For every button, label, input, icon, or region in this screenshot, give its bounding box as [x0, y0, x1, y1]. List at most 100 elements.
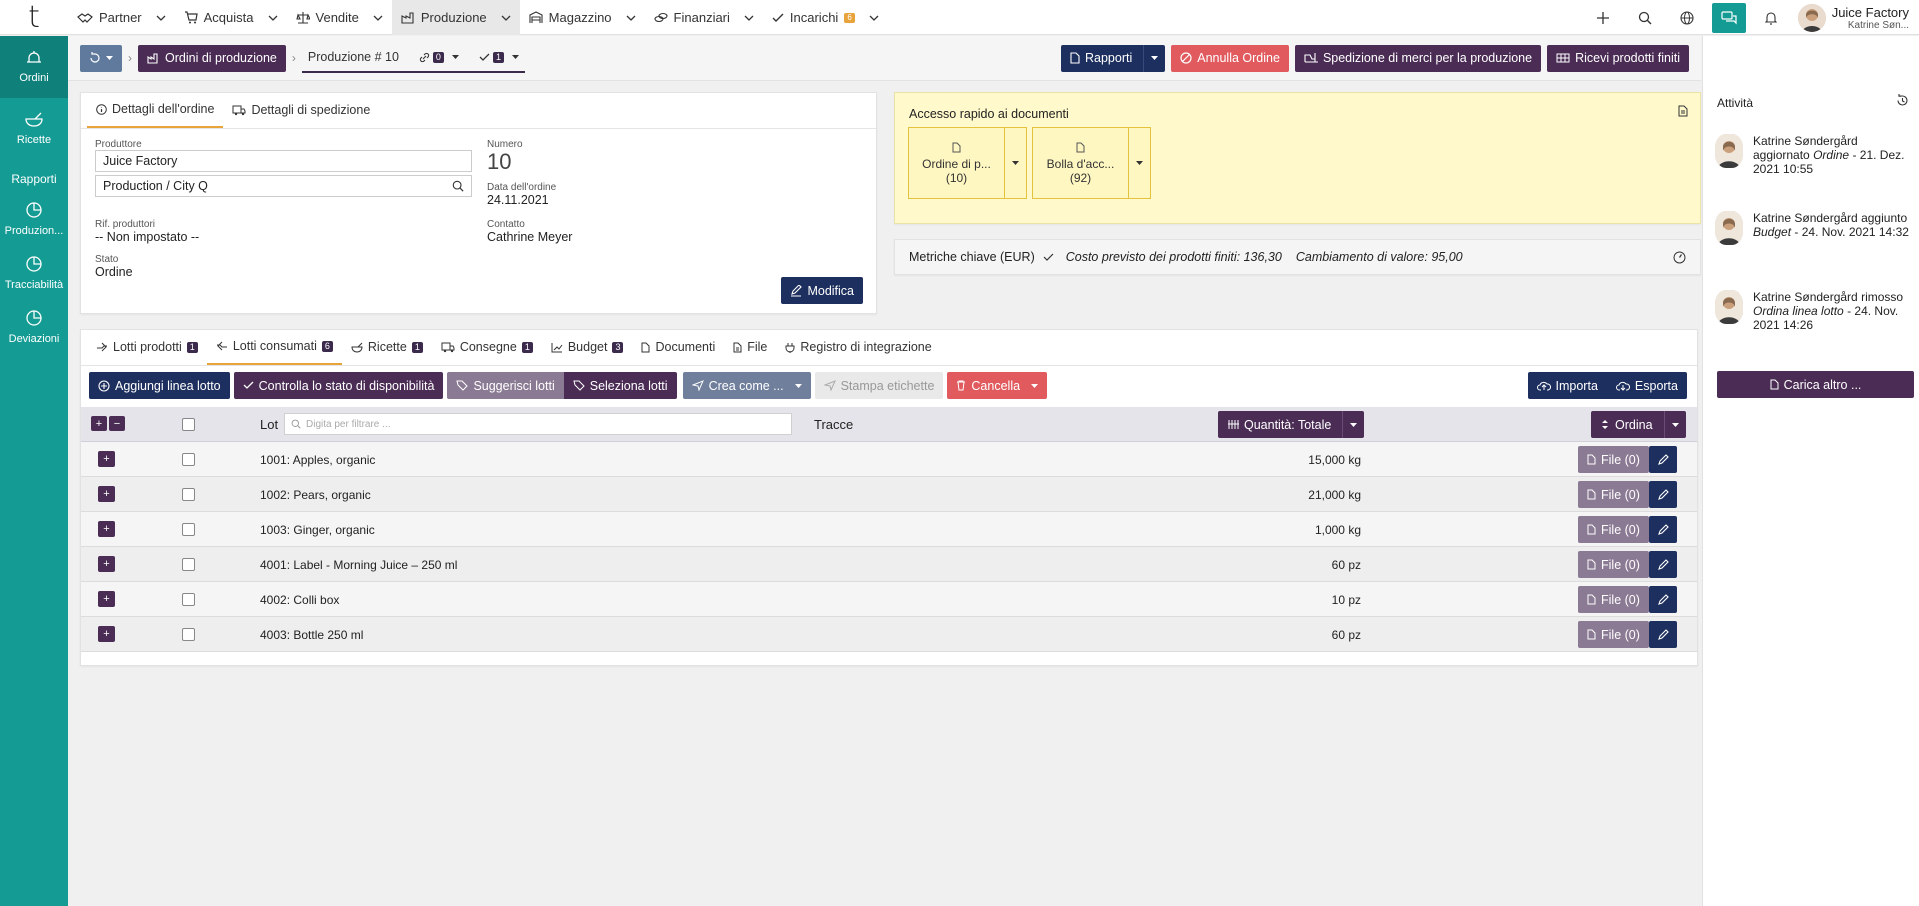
- menu-vendite[interactable]: Vendite: [287, 0, 392, 35]
- chat-icon[interactable]: [1711, 2, 1746, 33]
- row-edit-button[interactable]: [1649, 481, 1677, 508]
- add-icon[interactable]: [1582, 0, 1624, 35]
- table-row[interactable]: + 4003: Bottle 250 ml 60 pz File (0): [81, 617, 1697, 652]
- expand-row-icon[interactable]: +: [98, 486, 115, 502]
- expand-row-icon[interactable]: +: [98, 556, 115, 572]
- expand-all-icon[interactable]: +: [91, 416, 107, 431]
- sidebar-item-deviazioni[interactable]: Deviazioni: [0, 300, 68, 354]
- links-dropdown[interactable]: 0: [419, 51, 459, 63]
- doc-tile-dropdown[interactable]: [1004, 128, 1026, 198]
- row-checkbox[interactable]: [182, 453, 195, 466]
- doc-tile-dropdown[interactable]: [1128, 128, 1150, 198]
- row-checkbox[interactable]: [182, 628, 195, 641]
- sort-button[interactable]: Ordina: [1591, 411, 1686, 438]
- row-edit-button[interactable]: [1649, 446, 1677, 473]
- tab-consegne[interactable]: Consegne 1: [432, 329, 542, 365]
- suggest-lots-button[interactable]: Suggerisci lotti: [447, 372, 564, 399]
- menu-finanziari[interactable]: Finanziari: [645, 0, 763, 35]
- table-row[interactable]: + 1001: Apples, organic 15,000 kg File (…: [81, 442, 1697, 477]
- menu-magazzino[interactable]: Magazzino: [520, 0, 645, 35]
- chevron-down-icon[interactable]: [869, 15, 879, 21]
- menu-acquista[interactable]: Acquista: [175, 0, 287, 35]
- tab-order-details[interactable]: Dettagli dell'ordine: [87, 92, 224, 128]
- sidebar-item-ordini[interactable]: Ordini: [0, 36, 68, 98]
- table-row[interactable]: + 4001: Label - Morning Juice – 250 ml 6…: [81, 547, 1697, 582]
- expand-row-icon[interactable]: +: [98, 626, 115, 642]
- tab-file[interactable]: File: [724, 329, 776, 365]
- chevron-down-icon[interactable]: [626, 15, 636, 21]
- search-icon[interactable]: [1624, 0, 1666, 35]
- globe-icon[interactable]: [1666, 0, 1708, 35]
- producer-field[interactable]: Juice Factory: [95, 150, 472, 172]
- rapporti-dropdown[interactable]: [1143, 44, 1165, 72]
- quantity-column-button[interactable]: Quantità: Totale: [1218, 411, 1365, 438]
- doc-tile-main[interactable]: Ordine di p... (10): [909, 128, 1004, 198]
- create-as-button[interactable]: Crea come ...: [682, 372, 811, 399]
- sidebar-item-tracciabilita[interactable]: Tracciabilità: [0, 246, 68, 300]
- edit-button[interactable]: Modifica: [781, 277, 863, 304]
- check-availability-button[interactable]: Controlla lo stato di disponibilità: [233, 372, 444, 399]
- chevron-down-icon[interactable]: [744, 15, 754, 21]
- tab-lotti-prodotti[interactable]: Lotti prodotti 1: [87, 329, 207, 365]
- expand-row-icon[interactable]: +: [98, 591, 115, 607]
- expand-row-icon[interactable]: +: [98, 451, 115, 467]
- menu-produzione[interactable]: Produzione: [391, 0, 520, 35]
- load-more-button[interactable]: Carica altro ...: [1717, 371, 1914, 398]
- sidebar-item-produzione[interactable]: Produzion...: [0, 192, 68, 246]
- row-edit-button[interactable]: [1649, 516, 1677, 543]
- app-logo[interactable]: t: [28, 0, 40, 35]
- select-all-checkbox[interactable]: [182, 418, 195, 431]
- collapse-all-icon[interactable]: −: [109, 416, 125, 431]
- row-files-button[interactable]: File (0): [1578, 446, 1649, 473]
- menu-incarichi[interactable]: Incarichi 6: [763, 0, 888, 35]
- row-edit-button[interactable]: [1649, 551, 1677, 578]
- gauge-icon[interactable]: [1673, 251, 1686, 264]
- menu-partner[interactable]: Partner: [68, 0, 175, 35]
- history-icon[interactable]: [1896, 94, 1909, 107]
- document-icon[interactable]: [1678, 105, 1688, 117]
- chevron-down-icon[interactable]: [501, 15, 511, 21]
- doc-tile-delivery[interactable]: Bolla d'acc... (92): [1032, 127, 1151, 199]
- cancel-order-button[interactable]: Annulla Ordine: [1171, 44, 1289, 72]
- select-lots-button[interactable]: Seleziona lotti: [563, 372, 677, 399]
- search-icon[interactable]: [452, 180, 464, 192]
- add-lot-line-button[interactable]: Aggiungi linea lotto: [89, 372, 230, 399]
- breadcrumb-orders-button[interactable]: Ordini di produzione: [138, 44, 286, 72]
- quantity-column-dropdown[interactable]: [1342, 411, 1364, 438]
- row-files-button[interactable]: File (0): [1578, 586, 1649, 613]
- import-button[interactable]: Importa: [1527, 372, 1607, 399]
- doc-tile-main[interactable]: Bolla d'acc... (92): [1033, 128, 1128, 198]
- table-row[interactable]: + 1003: Ginger, organic 1,000 kg File (0…: [81, 512, 1697, 547]
- export-button[interactable]: Esporta: [1606, 372, 1687, 399]
- user-menu[interactable]: Juice Factory Katrine Søn...: [1792, 3, 1919, 32]
- receive-products-button[interactable]: Ricevi prodotti finiti: [1547, 44, 1689, 72]
- sidebar-item-ricette[interactable]: Ricette: [0, 98, 68, 160]
- history-button[interactable]: [80, 44, 122, 72]
- tab-lotti-consumati[interactable]: Lotti consumati 6: [206, 329, 342, 365]
- chevron-down-icon[interactable]: [156, 15, 166, 21]
- row-edit-button[interactable]: [1649, 586, 1677, 613]
- tab-ricette[interactable]: Ricette 1: [342, 329, 432, 365]
- checks-dropdown[interactable]: 1: [479, 51, 519, 63]
- lot-filter-input[interactable]: Digita per filtrare ...: [284, 413, 792, 435]
- rapporti-button[interactable]: Rapporti: [1060, 44, 1166, 72]
- tab-budget[interactable]: Budget 3: [542, 329, 633, 365]
- table-row[interactable]: + 1002: Pears, organic 21,000 kg File (0…: [81, 477, 1697, 512]
- bell-icon[interactable]: [1750, 0, 1792, 35]
- row-checkbox[interactable]: [182, 523, 195, 536]
- sort-dropdown[interactable]: [1663, 411, 1686, 438]
- row-files-button[interactable]: File (0): [1578, 621, 1649, 648]
- print-labels-button[interactable]: Stampa etichette: [814, 372, 944, 399]
- chevron-down-icon[interactable]: [373, 15, 383, 21]
- tab-shipping-details[interactable]: Dettagli di spedizione: [223, 92, 379, 128]
- row-files-button[interactable]: File (0): [1578, 551, 1649, 578]
- tab-documenti[interactable]: Documenti: [632, 329, 724, 365]
- row-checkbox[interactable]: [182, 558, 195, 571]
- row-files-button[interactable]: File (0): [1578, 516, 1649, 543]
- row-checkbox[interactable]: [182, 488, 195, 501]
- tab-registro-integrazione[interactable]: Registro di integrazione: [776, 329, 940, 365]
- doc-tile-order[interactable]: Ordine di p... (10): [908, 127, 1027, 199]
- location-field[interactable]: Production / City Q: [95, 175, 472, 197]
- cancel-button[interactable]: Cancella: [947, 372, 1048, 399]
- chevron-down-icon[interactable]: [268, 15, 278, 21]
